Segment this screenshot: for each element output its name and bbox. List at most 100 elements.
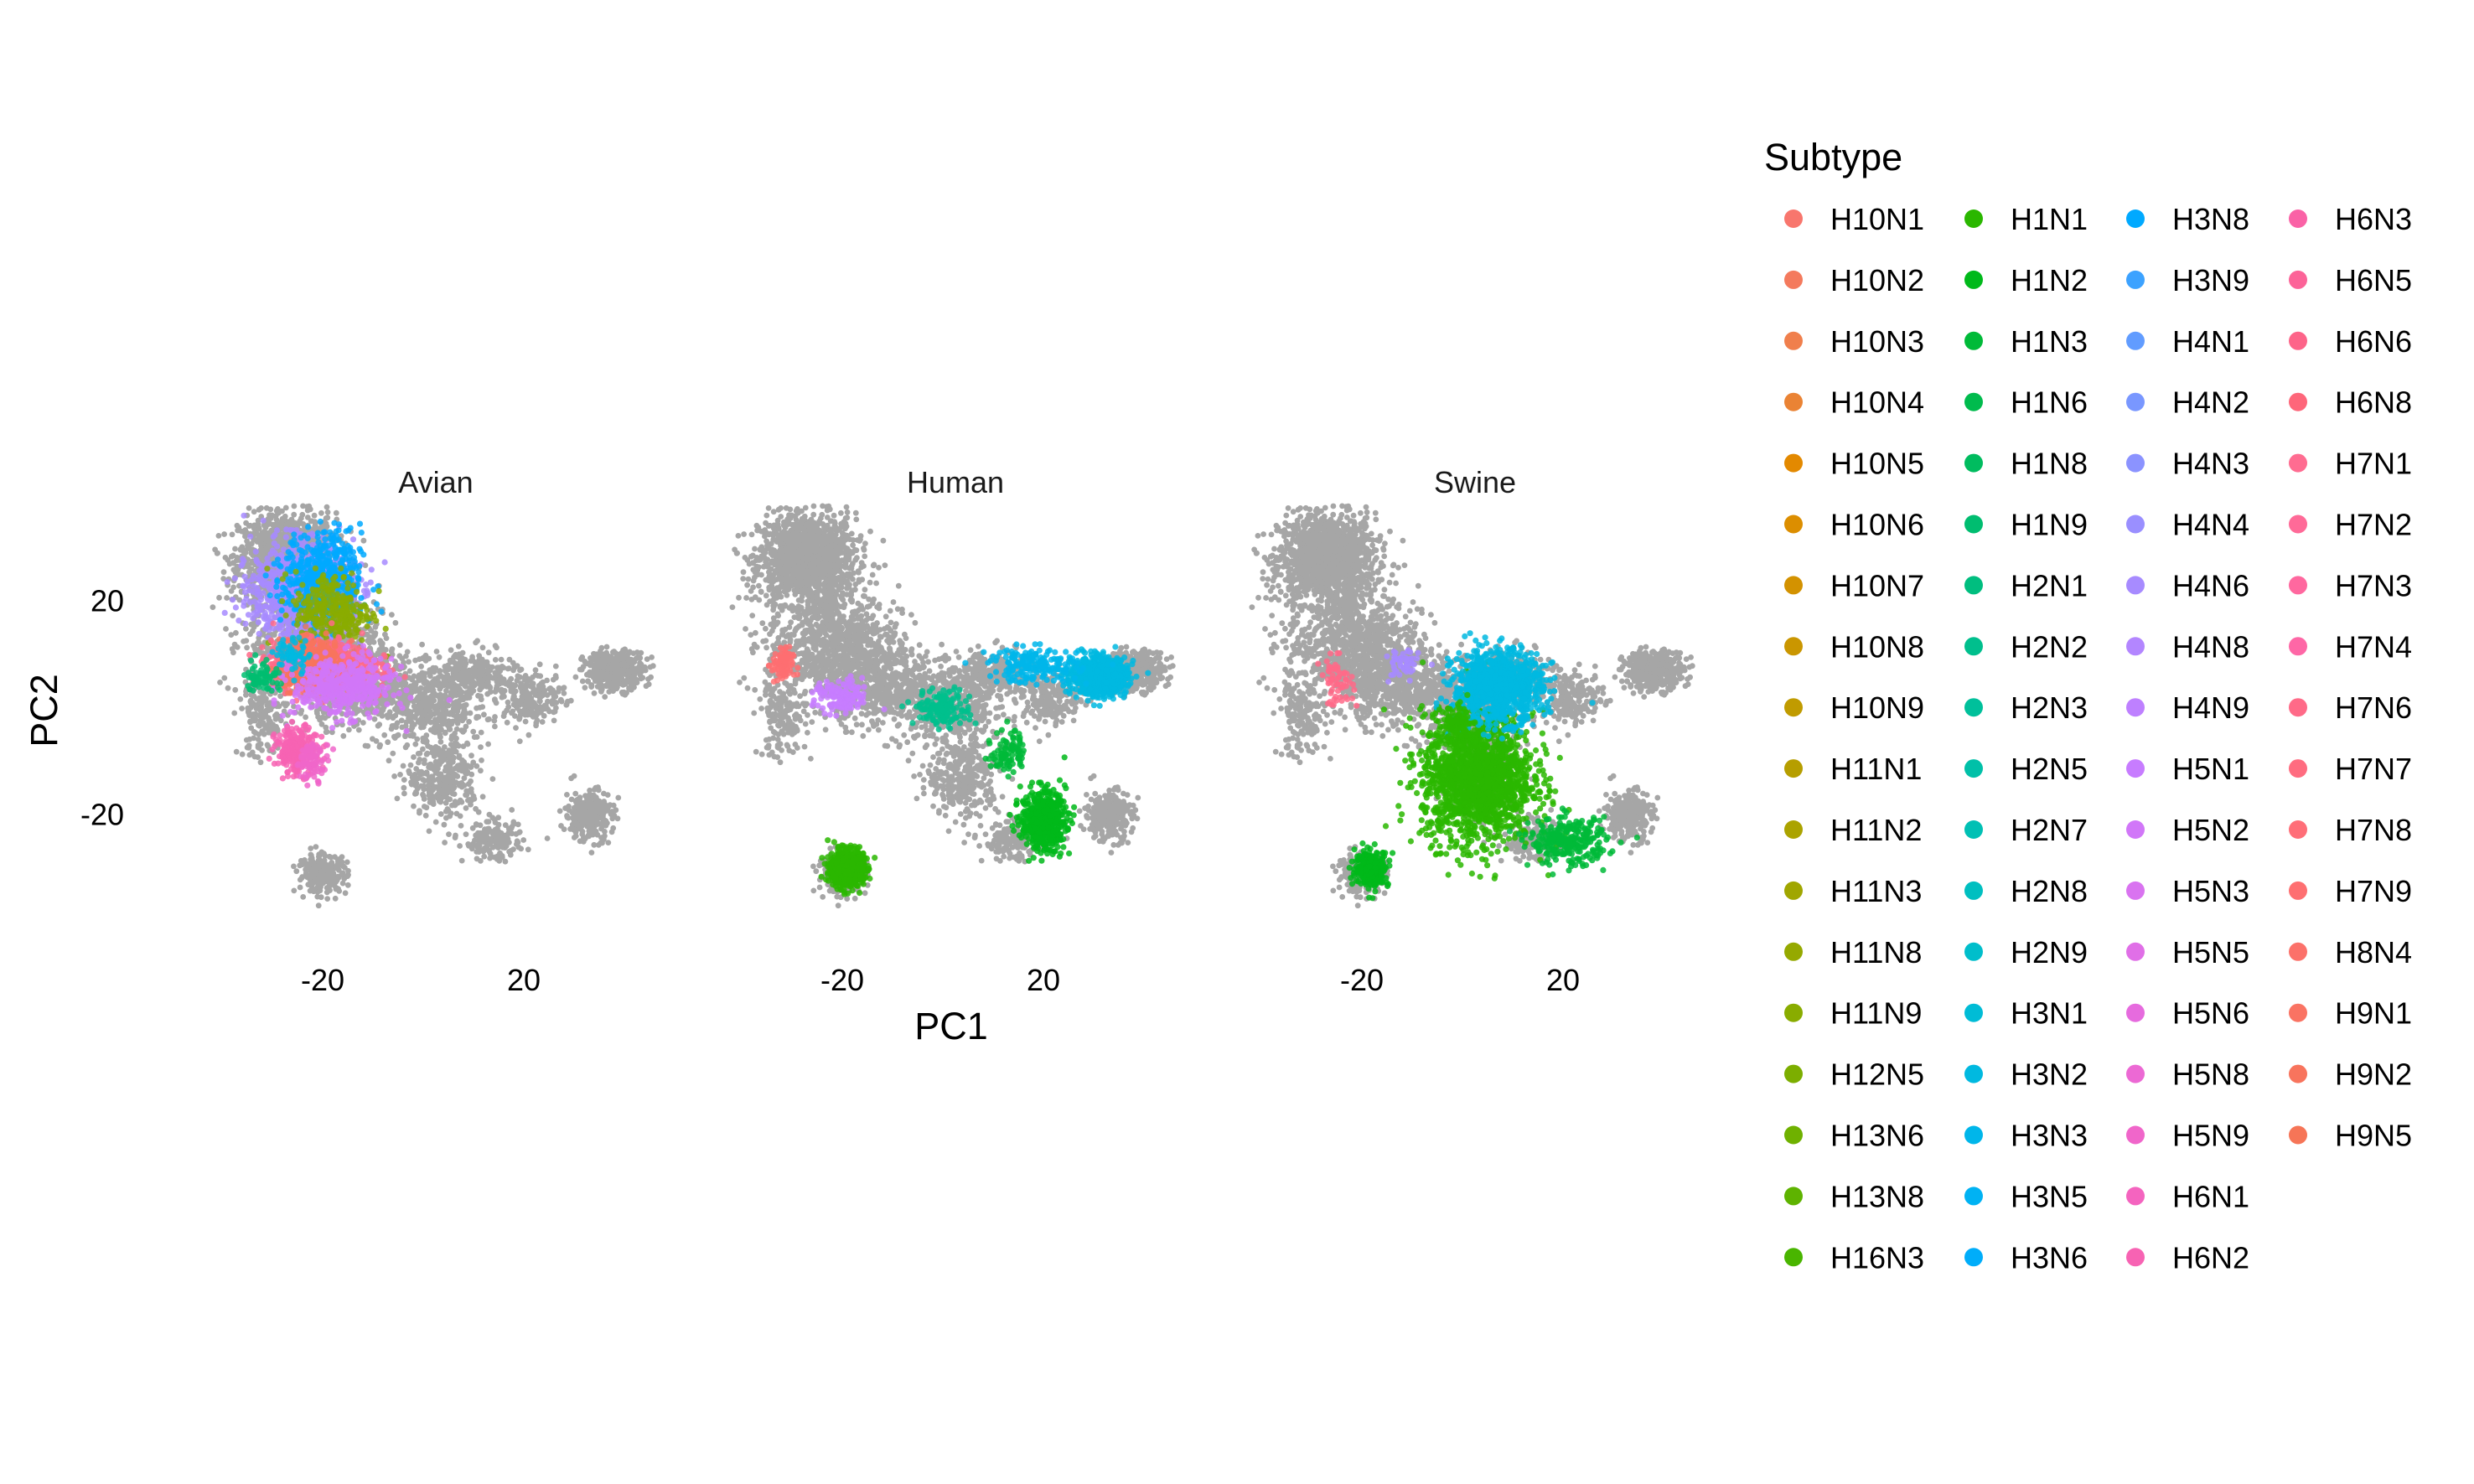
point xyxy=(477,843,483,849)
point xyxy=(605,808,611,814)
point xyxy=(427,776,432,782)
point xyxy=(592,690,598,696)
point xyxy=(453,736,459,742)
point xyxy=(223,555,229,561)
point xyxy=(434,703,440,709)
point xyxy=(486,649,492,655)
point xyxy=(325,509,331,515)
point xyxy=(448,647,454,653)
point xyxy=(442,744,448,750)
point xyxy=(587,670,593,675)
point xyxy=(480,794,486,799)
point xyxy=(442,822,448,828)
point xyxy=(223,626,229,632)
point xyxy=(327,887,333,893)
point xyxy=(345,868,351,874)
point xyxy=(455,763,461,768)
point xyxy=(520,837,526,843)
point xyxy=(433,820,439,825)
point xyxy=(562,805,568,811)
point xyxy=(479,730,484,736)
point xyxy=(263,546,269,552)
point xyxy=(518,846,524,852)
point xyxy=(629,684,634,690)
point xyxy=(251,525,257,531)
point xyxy=(230,646,235,652)
point xyxy=(456,685,462,691)
point xyxy=(328,855,334,861)
point xyxy=(601,664,607,670)
point xyxy=(446,831,452,837)
point xyxy=(230,567,236,573)
point xyxy=(457,692,463,698)
point xyxy=(463,805,469,811)
point xyxy=(494,678,500,684)
point xyxy=(224,595,230,601)
point xyxy=(452,653,458,659)
point xyxy=(411,778,417,783)
point xyxy=(451,686,457,692)
point xyxy=(573,675,579,680)
point xyxy=(573,830,579,835)
point xyxy=(572,820,577,826)
point xyxy=(600,812,606,818)
point xyxy=(318,510,324,516)
point xyxy=(601,791,607,797)
point xyxy=(591,651,597,657)
point xyxy=(421,739,427,745)
point xyxy=(244,645,250,651)
point xyxy=(333,896,339,902)
point xyxy=(423,707,429,713)
point xyxy=(391,773,397,779)
point xyxy=(586,812,592,818)
point xyxy=(377,744,383,750)
point xyxy=(232,546,238,552)
point xyxy=(242,530,248,535)
point xyxy=(431,678,437,684)
point xyxy=(246,745,251,751)
point xyxy=(479,696,484,702)
point xyxy=(407,668,413,674)
point xyxy=(493,689,499,695)
point xyxy=(462,775,468,781)
point xyxy=(433,759,439,765)
point xyxy=(303,715,308,721)
point xyxy=(486,819,492,825)
point xyxy=(446,755,452,761)
point xyxy=(492,724,498,730)
point xyxy=(256,742,261,748)
point xyxy=(510,667,516,673)
point xyxy=(334,887,339,892)
point xyxy=(545,835,551,841)
point xyxy=(316,876,322,882)
point xyxy=(361,538,367,544)
point xyxy=(437,795,443,801)
point xyxy=(452,665,458,671)
point xyxy=(615,795,621,801)
point xyxy=(266,726,272,732)
point xyxy=(265,530,271,536)
point xyxy=(602,694,608,700)
point xyxy=(481,711,487,717)
point xyxy=(306,876,312,882)
point xyxy=(281,701,287,706)
point xyxy=(469,654,475,660)
point xyxy=(431,729,437,735)
point xyxy=(390,751,396,757)
point xyxy=(445,779,451,785)
point xyxy=(396,732,401,738)
point xyxy=(397,772,403,778)
point xyxy=(312,519,318,525)
point xyxy=(478,858,484,864)
point xyxy=(323,861,329,867)
point xyxy=(468,711,474,716)
point xyxy=(210,604,216,610)
point xyxy=(313,871,319,876)
point xyxy=(300,894,306,900)
point xyxy=(490,776,496,782)
point xyxy=(429,694,435,700)
point xyxy=(485,742,491,747)
point xyxy=(308,845,313,851)
point xyxy=(580,679,586,685)
point xyxy=(261,691,267,697)
